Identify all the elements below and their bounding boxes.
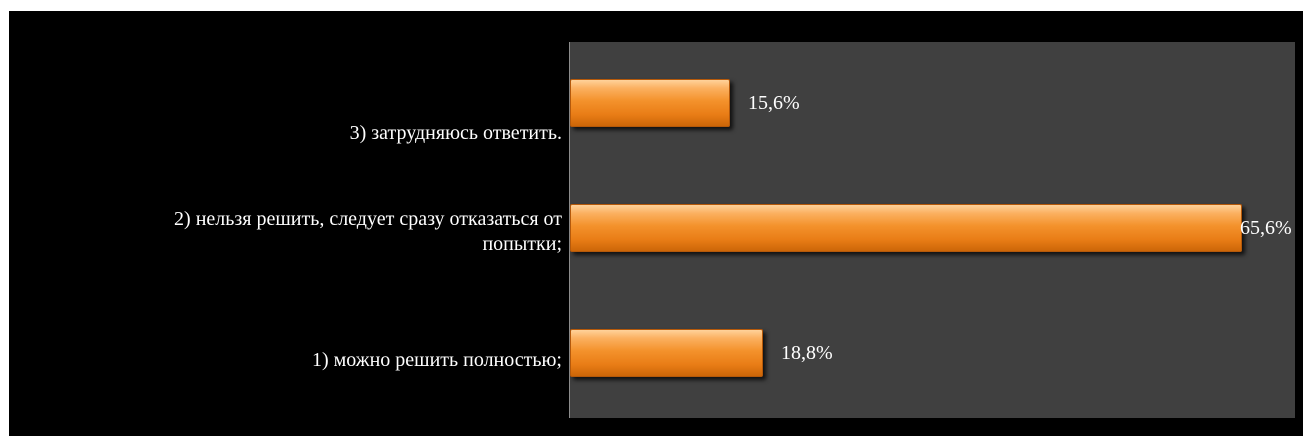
value-label-2: 65,6%	[1240, 217, 1292, 239]
y-axis-line	[569, 42, 570, 418]
value-label-1: 18,8%	[781, 342, 833, 364]
bar-1-mozhno-reshit	[570, 329, 763, 377]
bar-3-zatrudnyayus	[570, 79, 730, 127]
category-label-1: 1) можно решить полностью;	[311, 349, 562, 371]
bar-2-nelzya-reshit	[570, 204, 1242, 252]
value-label-3: 15,6%	[748, 92, 800, 114]
category-label-3: 3) затрудняюсь ответить.	[349, 122, 562, 144]
category-label-2: 2) нельзя решить, следует сразу отказать…	[174, 208, 562, 255]
